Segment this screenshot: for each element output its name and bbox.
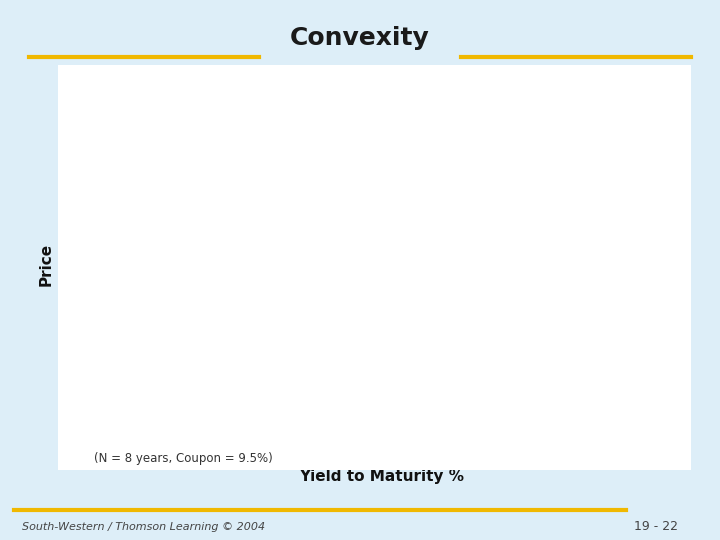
- Text: South-Western / Thomson Learning © 2004: South-Western / Thomson Learning © 2004: [22, 522, 265, 532]
- Text: Convexity measures the
difference between the actual
price and that predicted by: Convexity measures the difference betwee…: [168, 315, 387, 363]
- Text: Actual prices: Actual prices: [384, 166, 504, 289]
- Y-axis label: Price: Price: [39, 243, 54, 286]
- Text: (N = 8 years, Coupon = 9.5%): (N = 8 years, Coupon = 9.5%): [94, 451, 272, 465]
- Text: Duration
predicted prices: Duration predicted prices: [460, 364, 590, 393]
- Text: Convexity: Convexity: [290, 26, 430, 50]
- X-axis label: Yield to Maturity %: Yield to Maturity %: [299, 469, 464, 484]
- Text: 19 - 22: 19 - 22: [634, 520, 678, 534]
